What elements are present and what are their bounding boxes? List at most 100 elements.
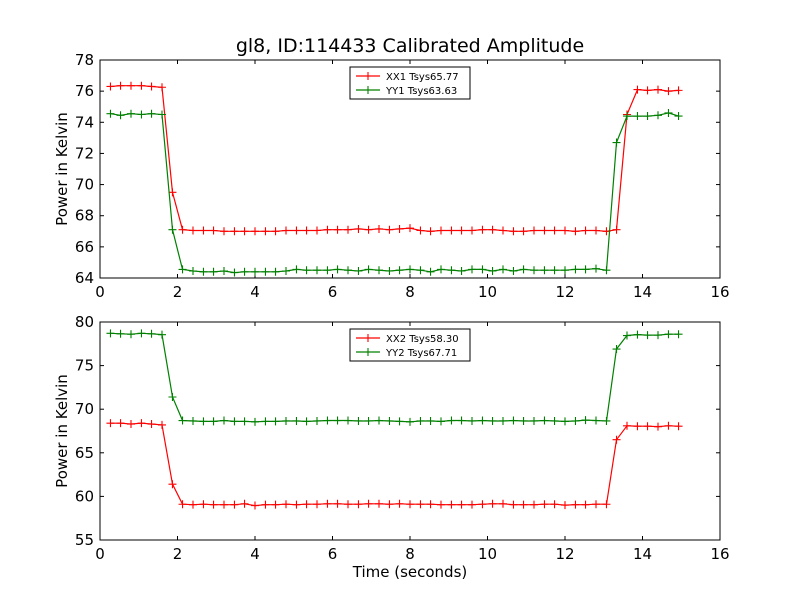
data-point <box>375 499 383 508</box>
data-point <box>333 265 342 274</box>
data-point <box>602 266 611 275</box>
data-point <box>633 422 642 431</box>
data-point <box>488 266 497 275</box>
data-point <box>106 109 115 118</box>
data-point <box>220 500 228 509</box>
data-point <box>478 416 487 425</box>
data-point <box>447 416 456 425</box>
y-tick-label: 75 <box>75 357 94 375</box>
data-point <box>643 331 652 340</box>
data-point <box>199 226 208 235</box>
data-point <box>530 226 538 235</box>
data-point <box>519 227 528 236</box>
data-point <box>457 226 466 235</box>
data-point <box>550 266 559 275</box>
x-tick-label: 6 <box>328 545 338 563</box>
y-tick-label: 70 <box>75 400 94 418</box>
data-point <box>158 330 166 339</box>
data-point <box>416 266 425 275</box>
data-point <box>468 226 476 235</box>
data-point <box>530 500 538 509</box>
data-point <box>220 227 228 236</box>
data-point <box>426 227 435 236</box>
x-tick-label: 8 <box>405 545 415 563</box>
data-point <box>313 416 321 425</box>
data-point <box>230 417 239 426</box>
data-point <box>189 226 197 235</box>
data-point <box>158 110 166 119</box>
y-tick-label: 74 <box>75 113 94 131</box>
data-point <box>344 225 352 234</box>
data-point <box>406 224 414 233</box>
data-point <box>623 421 631 430</box>
data-point <box>674 112 683 121</box>
x-tick-label: 6 <box>328 283 338 301</box>
legend-marker <box>364 348 372 356</box>
data-point <box>209 500 218 509</box>
data-point <box>220 416 228 425</box>
data-point <box>561 501 569 510</box>
y-tick-label: 76 <box>75 82 94 100</box>
data-point <box>323 416 332 425</box>
data-point <box>189 266 197 275</box>
data-point <box>116 419 125 428</box>
data-point <box>499 416 507 425</box>
data-point <box>509 227 518 236</box>
data-point <box>581 500 590 509</box>
data-point <box>147 329 156 338</box>
data-point <box>540 226 549 235</box>
data-point <box>561 266 569 275</box>
data-point <box>158 83 166 92</box>
data-point <box>302 266 311 275</box>
data-point <box>540 416 549 425</box>
data-point <box>457 416 466 425</box>
data-point <box>282 500 290 509</box>
legend-box <box>349 328 471 362</box>
x-tick-label: 16 <box>710 283 729 301</box>
data-point <box>540 266 549 275</box>
data-point <box>664 330 673 339</box>
data-point <box>643 422 652 431</box>
data-point <box>261 267 270 276</box>
data-point <box>323 266 332 275</box>
data-point <box>416 500 425 509</box>
data-point <box>302 226 311 235</box>
data-point <box>674 86 683 95</box>
data-point <box>561 226 569 235</box>
x-tick-label: 14 <box>633 545 652 563</box>
data-point <box>375 266 383 275</box>
y-tick-label: 72 <box>75 144 94 162</box>
data-point <box>292 416 301 425</box>
data-point <box>633 330 642 339</box>
data-point <box>158 420 166 429</box>
legend-marker <box>364 334 372 342</box>
data-point <box>116 111 125 120</box>
data-point <box>323 225 332 234</box>
legend-label: YY1 Tsys63.63 <box>385 86 457 97</box>
legend-box <box>349 66 471 100</box>
data-point <box>633 112 642 121</box>
data-point <box>519 416 528 425</box>
data-point <box>395 224 404 233</box>
x-tick-label: 2 <box>173 545 183 563</box>
data-point <box>550 500 559 509</box>
y-tick-label: 66 <box>75 238 94 256</box>
data-point <box>519 500 528 509</box>
data-point <box>209 417 218 426</box>
data-point <box>230 227 239 236</box>
data-point <box>509 500 518 509</box>
data-point <box>375 224 383 233</box>
data-point <box>137 110 146 119</box>
data-point <box>354 500 363 509</box>
data-point <box>468 416 476 425</box>
series-2 <box>106 108 683 277</box>
data-point <box>354 224 363 233</box>
y-axis-label: Power in Kelvin <box>53 112 71 226</box>
data-point <box>189 416 197 425</box>
x-tick-label: 8 <box>405 283 415 301</box>
data-point <box>147 109 156 118</box>
data-point <box>127 109 135 118</box>
data-point <box>395 499 404 508</box>
x-tick-label: 14 <box>633 283 652 301</box>
legend-label: XX1 Tsys65.77 <box>386 72 459 83</box>
